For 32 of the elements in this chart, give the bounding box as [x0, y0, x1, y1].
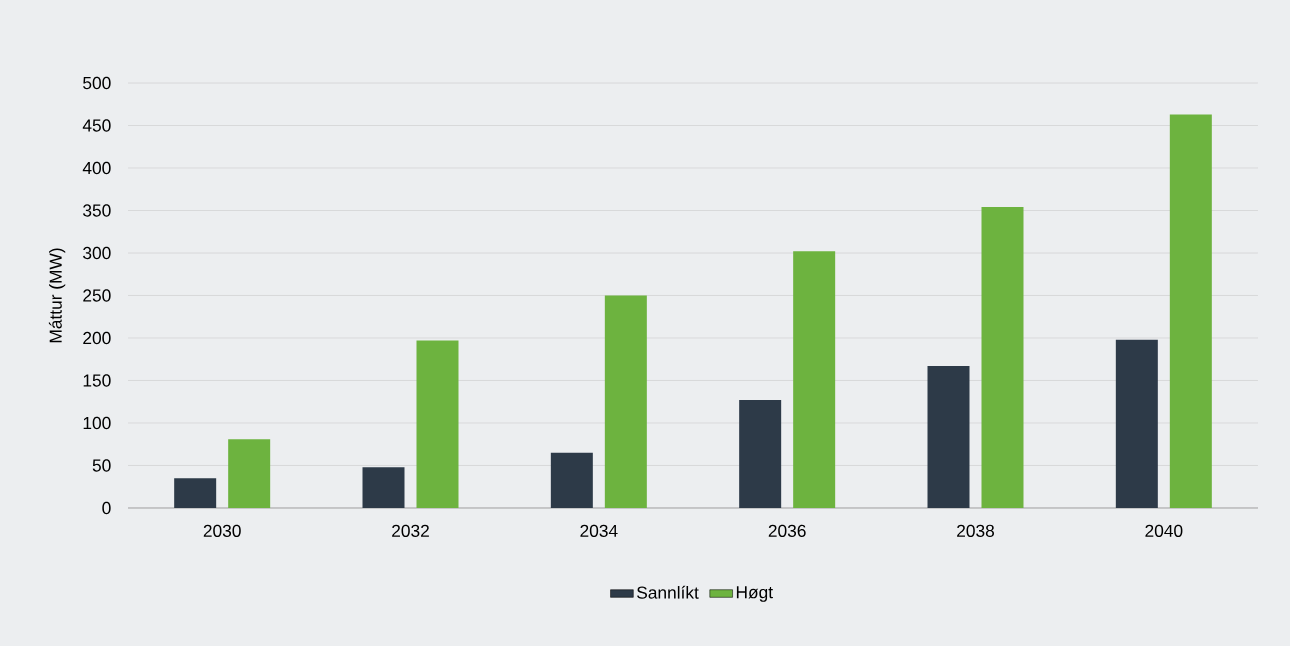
bar	[1115, 339, 1158, 508]
bar	[174, 478, 217, 508]
legend-label: Høgt	[736, 586, 773, 602]
bar	[981, 207, 1024, 508]
y-tick-label: 400	[82, 161, 111, 175]
y-tick-label: 50	[92, 459, 111, 472]
x-tick-label: 2040	[1145, 524, 1183, 537]
bar	[1169, 114, 1212, 508]
bar	[550, 452, 593, 508]
bar	[927, 366, 970, 508]
x-tick-label: 2034	[580, 524, 618, 537]
y-tick-label: 300	[83, 246, 111, 260]
y-tick-label: 0	[102, 501, 111, 515]
y-tick-label: 200	[83, 331, 111, 345]
y-tick-label: 350	[83, 204, 111, 217]
y-axis-title: Máttur (MW)	[48, 248, 66, 343]
bar	[362, 467, 405, 508]
x-tick-label: 2036	[768, 524, 806, 537]
bar	[416, 340, 459, 508]
bar	[604, 295, 647, 508]
y-tick-label: 100	[83, 416, 111, 430]
bar	[739, 400, 782, 508]
x-tick-label: 2030	[203, 524, 241, 537]
x-tick-label: 2038	[957, 524, 995, 537]
bar	[793, 251, 836, 508]
bar	[228, 439, 271, 508]
x-tick-label: 2032	[392, 524, 429, 537]
y-tick-label: 500	[83, 76, 111, 90]
y-tick-label: 250	[83, 289, 111, 302]
legend-label: Sannlíkt	[637, 585, 699, 599]
y-tick-label: 150	[83, 374, 111, 387]
y-tick-label: 450	[82, 119, 111, 132]
